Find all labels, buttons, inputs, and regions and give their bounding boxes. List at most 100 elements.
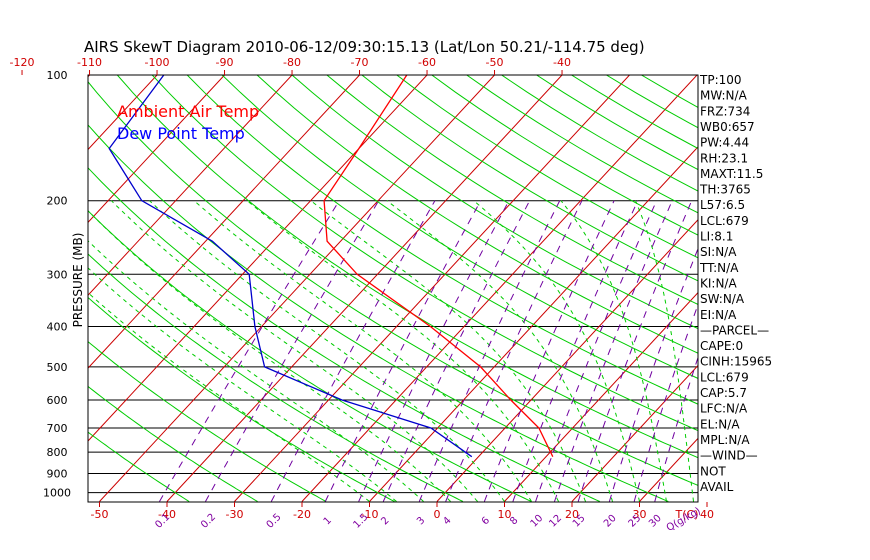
- mixing-ratio-line: [159, 200, 340, 502]
- dry-adiabat: [186, 75, 698, 405]
- pressure-tick-label: 500: [47, 361, 68, 374]
- moist-adiabat: [88, 292, 370, 502]
- isotherm-line: [88, 75, 293, 297]
- bottom-temperature-tick-label: -10: [361, 508, 379, 521]
- pressure-tick-label: 700: [47, 422, 68, 435]
- mixing-ratio-label: 4: [441, 515, 453, 527]
- index-label: SW:N/A: [700, 292, 745, 306]
- plot-frame: [87, 74, 699, 503]
- mixing-ratio-line: [633, 303, 698, 502]
- dry-adiabat: [361, 75, 698, 282]
- pressure-tick-label: 600: [47, 394, 68, 407]
- dry-adiabat: [88, 167, 600, 502]
- index-label: RH:23.1: [700, 151, 748, 165]
- mixing-ratio-label: 10: [529, 513, 546, 530]
- moist-adiabat: [193, 200, 532, 502]
- index-label: SI:N/A: [700, 245, 737, 259]
- mixing-ratio-line: [554, 200, 673, 502]
- dew-point-profile: [108, 75, 473, 458]
- dry-adiabat: [256, 75, 698, 354]
- mixing-ratio-line: [382, 200, 531, 502]
- top-temperature-tick-label: -90: [216, 56, 234, 69]
- mixing-ratio-label: 0.2: [199, 512, 218, 531]
- dry-adiabat: [641, 75, 698, 108]
- index-label: LCL:679: [700, 214, 749, 228]
- mixing-ratio-line: [512, 200, 639, 502]
- dry-adiabat: [396, 75, 698, 259]
- mixing-ratio-line: [205, 200, 380, 502]
- bottom-temperature-tick-label: -40: [158, 508, 176, 521]
- top-temperature-tick-label: -50: [486, 56, 504, 69]
- index-label: EL:N/A: [700, 417, 740, 431]
- mixing-ratio-line: [358, 200, 510, 502]
- index-label: MPL:N/A: [700, 433, 750, 447]
- index-label: AVAIL: [700, 480, 734, 494]
- air-temp-profile: [323, 75, 554, 457]
- mixing-ratio-label: 3: [415, 515, 427, 527]
- mixing-ratio-line: [535, 200, 658, 502]
- moist-adiabat: [473, 200, 640, 502]
- mixing-ratio-line: [418, 200, 561, 502]
- grid-lines: [0, 75, 870, 502]
- index-label: KI:N/A: [700, 276, 737, 290]
- index-label: NOT: [700, 464, 726, 478]
- mixing-ratio-label: 12: [547, 513, 564, 530]
- mixing-ratio-label: 6: [480, 515, 492, 527]
- dry-adiabat: [88, 431, 190, 502]
- index-label: TT:N/A: [699, 261, 739, 275]
- isotherm-line: [842, 75, 870, 502]
- pressure-tick-label: 200: [47, 195, 68, 208]
- isotherm-line: [301, 75, 698, 502]
- index-label: PW:4.44: [700, 136, 749, 150]
- top-temperature-tick-label: -40: [553, 56, 571, 69]
- moist-adiabat: [635, 200, 694, 502]
- isotherm-line: [775, 75, 870, 502]
- dry-adiabat: [221, 75, 698, 379]
- moist-adiabat: [88, 267, 397, 502]
- index-label: FRZ:734: [700, 104, 750, 118]
- mixing-ratio-line: [608, 247, 698, 502]
- moist-adiabat: [88, 210, 451, 502]
- mixing-ratio-line: [270, 200, 436, 502]
- isotherm-line: [88, 75, 360, 369]
- isotherm-line: [0, 75, 22, 502]
- index-label: MAXT:11.5: [700, 167, 763, 181]
- top-temperature-tick-label: -110: [77, 56, 102, 69]
- isotherm-line: [166, 75, 563, 502]
- mixing-ratio-label: 8: [508, 515, 520, 527]
- moist-adiabat: [88, 240, 424, 502]
- top-temperature-tick-label: -120: [10, 56, 35, 69]
- pressure-tick-label: 100: [47, 69, 68, 82]
- mixing-ratio-line: [577, 200, 693, 502]
- dry-adiabat: [291, 75, 698, 330]
- mixing-ratio-label: 0.5: [265, 512, 284, 531]
- y-axis-label: PRESSURE (MB): [71, 233, 85, 328]
- isotherm-line: [504, 291, 698, 502]
- mixing-ratio-line: [324, 200, 482, 502]
- legend-dew-point: Dew Point Temp: [117, 124, 245, 143]
- mixing-ratio-line: [654, 356, 698, 502]
- mixing-ratio-label: 30: [647, 513, 664, 530]
- moist-adiabat: [149, 200, 505, 502]
- bottom-temperature-tick-label: 40: [700, 508, 714, 521]
- moist-adiabat: [111, 200, 478, 502]
- top-temperature-tick-label: -80: [283, 56, 301, 69]
- mixing-ratio-label: 2: [379, 515, 391, 527]
- dry-adiabat: [466, 75, 698, 214]
- index-label: MW:N/A: [700, 89, 748, 103]
- mixing-ratio-line: [445, 200, 583, 502]
- index-label: —PARCEL—: [700, 323, 769, 337]
- mixing-ratio-label: 1: [322, 515, 334, 527]
- bottom-temperature-tick-label: 10: [498, 508, 512, 521]
- bottom-temperature-tick-label: 20: [565, 508, 579, 521]
- isotherm-line: [88, 75, 158, 151]
- index-label: LFC:N/A: [700, 402, 748, 416]
- moist-adiabat: [386, 200, 613, 502]
- mixing-ratio-line: [483, 200, 615, 502]
- bottom-temperature-tick-label: 0: [434, 508, 441, 521]
- moist-adiabat: [246, 200, 559, 502]
- index-label: TH:3765: [699, 183, 751, 197]
- index-label: L57:6.5: [700, 198, 745, 212]
